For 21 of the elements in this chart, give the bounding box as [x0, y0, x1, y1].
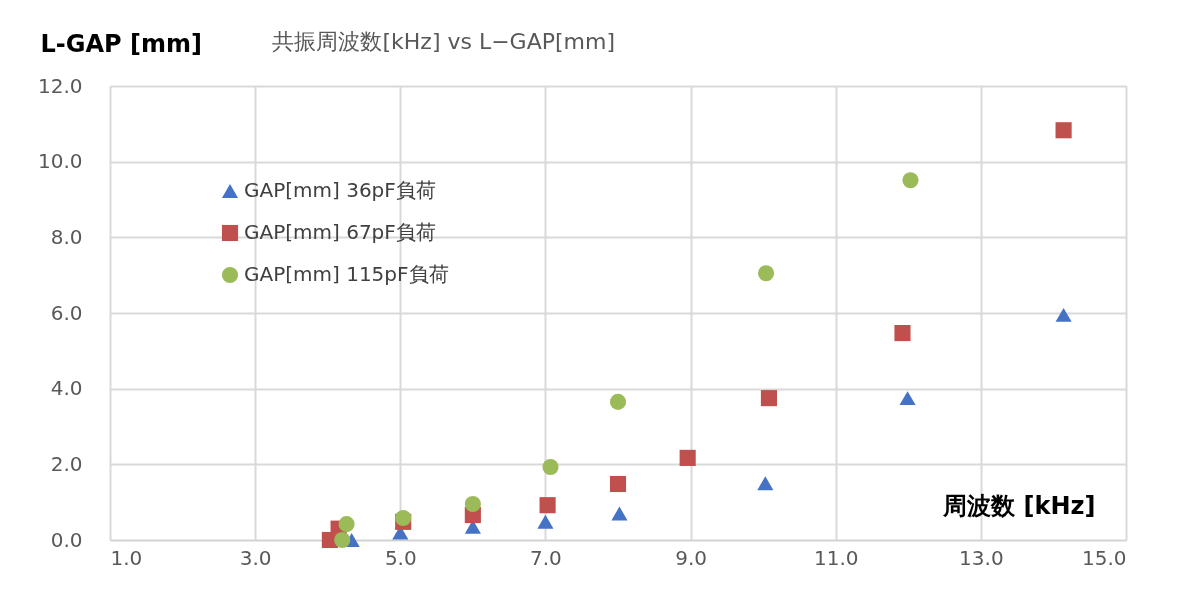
x-tick-label: 11.0: [813, 545, 859, 570]
x-tick-label: 7.0: [530, 545, 562, 570]
x-tick-label: 3.0: [239, 545, 272, 570]
y-axis-title: L-GAP [mm]: [40, 29, 202, 58]
y-tick-label: 8.0: [50, 224, 83, 249]
y-tick-label: 6.0: [50, 300, 83, 325]
legend-label: GAP[mm] 36pF負荷: [244, 178, 436, 202]
legend-label: GAP[mm] 115pF負荷: [244, 262, 449, 286]
y-tick-label: 12.0: [37, 73, 83, 98]
x-axis-title: 周波数 [kHz]: [942, 491, 1096, 520]
y-tick-label: 2.0: [50, 451, 83, 476]
x-tick-label: 15.0: [1081, 545, 1127, 570]
y-tick-label: 10.0: [37, 149, 83, 174]
x-tick-label: 5.0: [384, 545, 417, 570]
x-tick-label: 13.0: [959, 545, 1004, 570]
legend-label: GAP[mm] 67pF負荷: [244, 220, 436, 244]
x-tick-label: 9.0: [675, 545, 707, 570]
y-tick-label: 0.0: [50, 527, 83, 552]
chart-title: 共振周波数[kHz] vs L−GAP[mm]: [272, 29, 616, 54]
x-tick-label: 1.0: [110, 545, 143, 570]
y-tick-label: 4.0: [50, 376, 83, 401]
